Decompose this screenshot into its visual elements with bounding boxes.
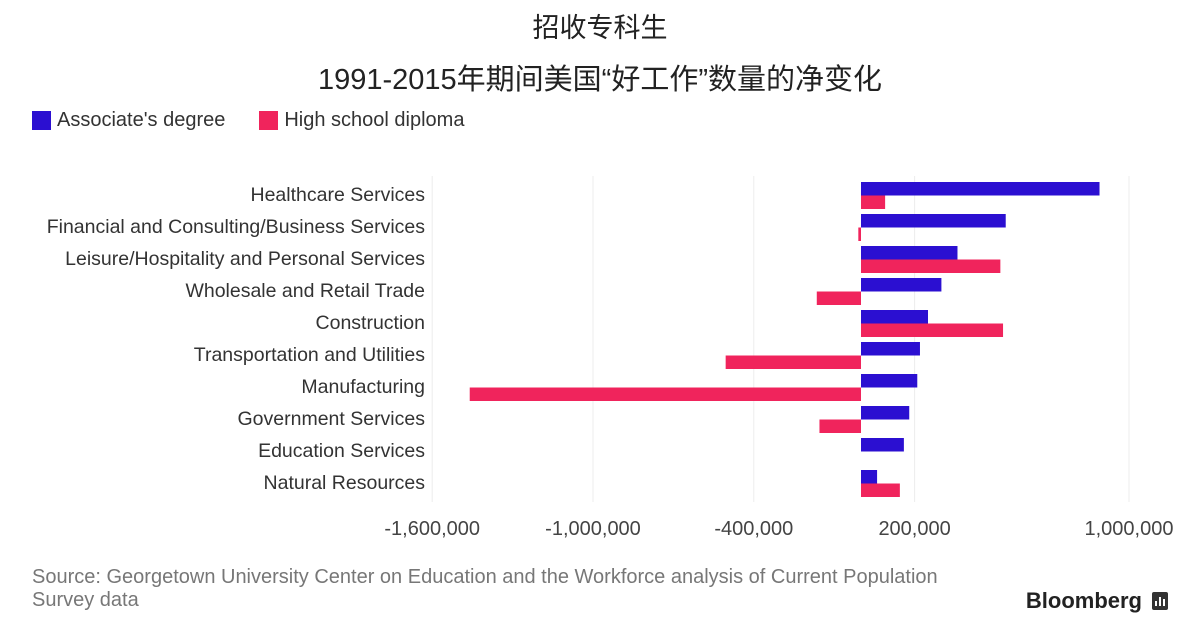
bar-highschool-3: [816, 291, 861, 305]
category-label: Manufacturing: [301, 376, 425, 398]
x-tick-label: 1,000,000: [1085, 518, 1174, 540]
category-label: Financial and Consulting/Business Servic…: [47, 216, 426, 238]
source-note: Source: Georgetown University Center on …: [32, 566, 938, 611]
legend: Associate's degree High school diploma: [32, 109, 498, 132]
bloomberg-logo: Bloomberg: [1025, 588, 1142, 613]
category-label: Education Services: [258, 440, 425, 462]
bar-highschool-6: [469, 387, 861, 401]
bar-associate-8: [861, 438, 904, 452]
bar-highschool-5: [725, 355, 861, 369]
x-tick-label: 200,000: [878, 518, 950, 540]
bar-associate-3: [861, 278, 942, 292]
bar-highschool-4: [861, 323, 1004, 337]
legend-label-associate: Associate's degree: [57, 109, 226, 131]
category-label: Construction: [316, 312, 425, 334]
bar-highschool-1: [858, 227, 861, 241]
x-tick-label: -1,600,000: [384, 518, 480, 540]
legend-item-highschool: High school diploma: [259, 109, 464, 132]
category-label: Wholesale and Retail Trade: [185, 280, 425, 302]
category-label: Natural Resources: [264, 472, 426, 494]
bar-chart: -1,600,000 -1,000,000 -400,000 200,000 1,000…: [47, 176, 1174, 540]
bar-associate-5: [861, 342, 920, 356]
category-label: Transportation and Utilities: [194, 344, 425, 366]
bar-highschool-9: [861, 483, 900, 497]
legend-swatch-associate: [32, 111, 51, 130]
x-tick-label: -1,000,000: [545, 518, 641, 540]
bar-associate-6: [861, 374, 918, 388]
category-label: Healthcare Services: [251, 184, 426, 206]
bar-highschool-7: [819, 419, 861, 433]
chart-title: 招收专科生: [532, 13, 668, 43]
bar-associate-7: [861, 406, 910, 420]
chart-subtitle: 1991-2015年期间美国“好工作”数量的净变化: [318, 64, 882, 96]
bar-associate-1: [861, 214, 1006, 228]
bar-associate-4: [861, 310, 928, 324]
bar-associate-9: [861, 470, 878, 484]
bar-highschool-0: [861, 195, 886, 209]
legend-item-associate: Associate's degree: [32, 109, 225, 132]
bar-highschool-2: [861, 259, 1001, 273]
x-tick-label: -400,000: [714, 518, 793, 540]
bloomberg-chart-icon: [1152, 592, 1168, 610]
bar-associate-2: [861, 246, 958, 260]
category-label: Leisure/Hospitality and Personal Service…: [65, 248, 425, 270]
bar-associate-0: [861, 182, 1100, 196]
legend-label-highschool: High school diploma: [284, 109, 465, 131]
legend-swatch-highschool: [259, 111, 279, 130]
category-label: Government Services: [238, 408, 426, 430]
